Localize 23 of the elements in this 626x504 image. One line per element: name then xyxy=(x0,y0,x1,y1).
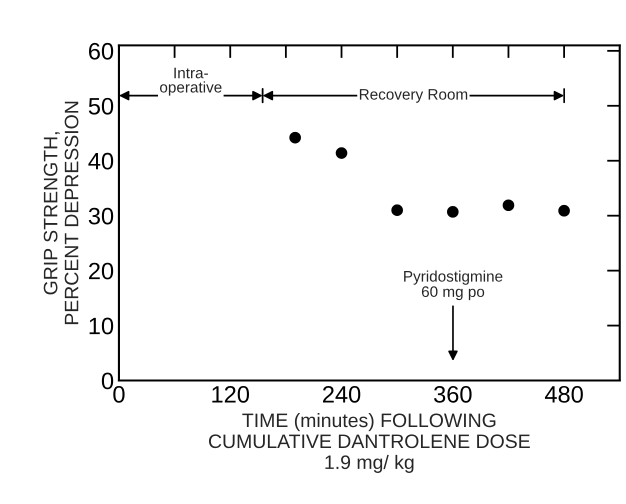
y-tick-label: 10 xyxy=(90,318,114,334)
x-tick-label: 120 xyxy=(212,386,250,403)
x-axis-title: TIME (minutes) FOLLOWING CUMULATIVE DANTROLENE DOSE 1.9 mg/ kg xyxy=(208,412,530,473)
point xyxy=(558,204,570,217)
y-tick-label: 20 xyxy=(89,262,114,280)
annotation: Pyridostigmine 60 mg po xyxy=(404,270,502,300)
point xyxy=(391,204,403,216)
y-tick-label: 60 xyxy=(89,42,114,60)
point xyxy=(336,147,348,159)
x-tick-label: 480 xyxy=(544,386,583,403)
x-tick-label: 360 xyxy=(434,386,472,403)
y-axis-title: GRIP STRENGTH, PERCENT DEPRESSION xyxy=(44,102,78,324)
point xyxy=(502,199,514,212)
point xyxy=(447,206,459,218)
y-tick-label: 40 xyxy=(88,152,114,170)
y-tick-label: 0 xyxy=(102,372,114,390)
point xyxy=(289,132,301,144)
annotation: Recovery Room xyxy=(360,89,468,103)
y-tick-label: 50 xyxy=(88,98,114,115)
annotation: Intra- operative xyxy=(160,68,222,96)
x-tick-label: 240 xyxy=(323,386,360,403)
y-tick-label: 30 xyxy=(88,208,114,224)
x-tick-label: 0 xyxy=(113,386,125,403)
